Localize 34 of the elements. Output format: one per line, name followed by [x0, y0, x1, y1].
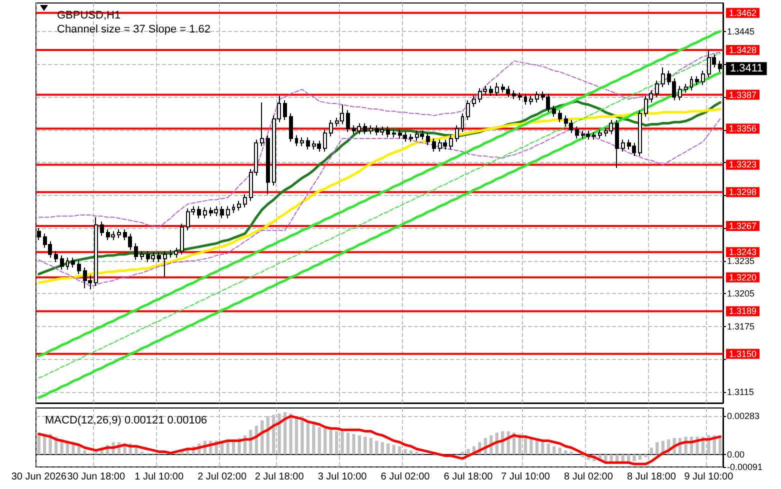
y-tick-label: 1.3445	[727, 26, 755, 36]
x-tick-label: 3 Jul 10:00	[318, 472, 368, 482]
ref-line-label: 1.3428	[729, 44, 757, 55]
y-tick-label: 1.3205	[727, 288, 755, 299]
x-tick-label: 1 Jul 10:00	[134, 472, 184, 482]
ref-line-label: 1.3243	[729, 247, 757, 258]
x-tick-label: 30 Jun 18:00	[67, 472, 126, 482]
x-tick-label: 8 Jul 02:00	[564, 472, 614, 482]
y-tick-label: 1.3175	[727, 321, 755, 332]
x-tick-label: 7 Jul 10:00	[501, 472, 550, 482]
y-tick-label: 1.3115	[727, 387, 754, 398]
ref-line-label: 1.3323	[729, 160, 757, 170]
x-tick-label: 6 Jul 02:00	[380, 472, 430, 482]
ref-line-label: 1.3462	[729, 8, 757, 18]
x-tick-label: 2 Jul 02:00	[198, 472, 247, 482]
x-tick-label: 2 Jul 18:00	[254, 472, 304, 482]
ref-line-label: 1.3150	[729, 348, 757, 359]
y-tick-label: 0.00283	[727, 410, 760, 421]
annotation: 1.3411	[730, 62, 763, 75]
y-tick-label: 0.00	[727, 449, 745, 460]
ref-line-label: 1.3267	[729, 220, 757, 231]
ref-line-label: 1.3220	[729, 272, 757, 282]
x-tick-label: 9 Jul 10:00	[684, 472, 734, 482]
ref-line-label: 1.3298	[729, 187, 757, 198]
ref-line-label: 1.3356	[729, 124, 757, 134]
text: MACD(12,26,9) 0.00121 0.00106	[45, 414, 208, 426]
x-tick-label: 8 Jul 18:00	[626, 472, 676, 482]
ref-line-label: 1.3189	[729, 306, 757, 316]
ref-line-label: 1.3387	[729, 90, 757, 100]
x-tick-label: 6 Jul 18:00	[444, 472, 494, 482]
text: Channel size = 37 Slope = 1.62	[57, 24, 211, 36]
x-tick-label: 30 Jun 2026	[11, 472, 67, 482]
y-tick-label: 1.3235	[727, 256, 755, 266]
y-tick-label: -0.00091	[727, 462, 763, 472]
